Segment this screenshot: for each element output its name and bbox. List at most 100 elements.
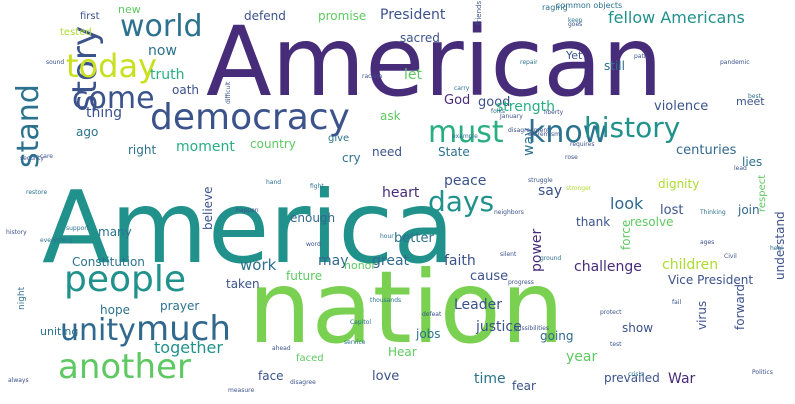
word-cloud-word: stronger [566,185,592,192]
word-cloud-word: face [258,369,284,383]
word-cloud-word: must [428,115,504,150]
word-cloud-word: test [610,341,622,348]
word-cloud-word: fight [310,183,324,190]
word-cloud-word: force [619,219,633,250]
word-cloud-word: disagree [290,379,316,386]
word-cloud-word: democracy [150,97,350,138]
word-cloud-word: ground [540,255,562,262]
word-cloud-word: difficult [225,81,232,104]
word-cloud-word: show [622,321,654,335]
word-cloud-word: happen [236,207,259,214]
word-cloud-word: resolve [630,215,674,229]
word-cloud-word: protect [600,309,622,316]
word-cloud-word: forward [733,283,747,330]
word-cloud-word: nation [248,249,565,366]
word-cloud-word: friends [475,1,483,26]
word-cloud-word: jobs [416,327,441,341]
word-cloud-word: prayer [160,299,200,313]
word-cloud-word: path [634,53,648,60]
word-cloud-word: hand [266,179,282,186]
word-cloud-word: defend [244,9,286,23]
word-cloud-word: ask [380,109,401,123]
word-cloud-word: justice [476,319,522,335]
word-cloud-word: may [318,253,349,269]
word-cloud-word: moment [176,139,235,155]
word-cloud-word: progress [508,279,534,286]
word-cloud-word: word [306,241,321,248]
word-cloud-word: goes [568,21,583,28]
word-cloud-word: let [404,67,422,83]
word-cloud-word: Civil [724,253,737,260]
word-cloud-word: new [118,3,141,16]
word-cloud-word: January [500,113,523,120]
word-cloud-word: many [98,225,132,239]
word-cloud-word: Vice President [668,273,754,287]
word-cloud-word: need [372,145,402,159]
word-cloud-word: right [128,143,157,157]
word-cloud-word: virus [695,300,709,330]
word-cloud-word: promise [318,9,367,23]
word-cloud-word: everything [40,237,73,244]
word-cloud-word: power [529,228,545,272]
word-cloud-word: violence [654,99,709,114]
word-cloud-word: country [250,137,296,151]
word-cloud-word: hope [100,303,130,317]
word-cloud-word: strength [496,99,555,115]
word-cloud-word: still [604,59,625,73]
word-cloud-word: keep [568,17,583,24]
word-cloud-word: thing [86,105,123,121]
word-cloud-word: faced [296,353,324,364]
word-cloud-word: tested [60,27,92,38]
word-cloud-word: enough [290,211,336,225]
word-cloud-word: come [72,81,155,116]
word-cloud-word: centuries [676,143,737,158]
word-cloud-word: restore [26,189,48,196]
word-cloud-word: great [372,253,410,269]
word-cloud-word: raging [542,3,568,12]
word-cloud-word: lead [734,165,747,172]
word-cloud-word: taken [226,277,260,291]
word-cloud-word: better [394,231,434,246]
word-cloud-word: give [328,133,350,144]
word-cloud-word: today [66,47,157,85]
word-cloud-word: silent [500,251,517,258]
word-cloud-word: racism [362,73,383,80]
word-cloud-word: work [240,256,277,274]
word-cloud-word: first [80,11,100,22]
word-cloud-word: ages [700,239,715,246]
word-cloud-word: requires [570,141,595,148]
word-cloud-word: hour [380,233,394,240]
word-cloud-word: Constitution [72,255,145,269]
word-cloud-word: sacred [400,31,440,45]
word-cloud-word: common objects [556,1,623,10]
word-cloud-word: oath [172,83,200,97]
word-cloud-word: fellow Americans [608,8,745,27]
word-cloud-word: respect [757,174,768,212]
word-cloud-word: challenge [574,259,642,275]
word-cloud-word: Hear [388,345,417,359]
word-cloud-word: good [478,95,511,110]
word-cloud-word: world [120,9,203,44]
word-cloud-word: Yet [566,49,583,62]
word-cloud-word: America [42,169,455,286]
word-cloud-word: sound [46,59,65,66]
word-cloud-word: disagreement [508,127,550,134]
word-cloud-word: future [286,269,323,283]
word-cloud-word: ago [76,125,99,139]
word-cloud-word: Thinking [700,209,726,216]
word-cloud-word: struggle [528,177,553,184]
word-cloud-word: pandemic [720,59,750,66]
word-cloud-word: thank [576,215,611,229]
word-cloud-word: meet [736,95,765,108]
word-cloud-word: liberty [544,109,564,116]
word-cloud-word: measure [228,387,255,394]
word-cloud-word: history [6,229,27,236]
word-cloud-word: American [206,6,663,118]
word-cloud-word: Leader [454,297,503,313]
word-cloud-word: possibilities [514,325,550,332]
word-cloud-word: days [428,185,495,218]
word-cloud-word: God [444,93,471,108]
word-cloud-word: defeat [422,311,442,318]
word-cloud-word: now [148,43,177,59]
